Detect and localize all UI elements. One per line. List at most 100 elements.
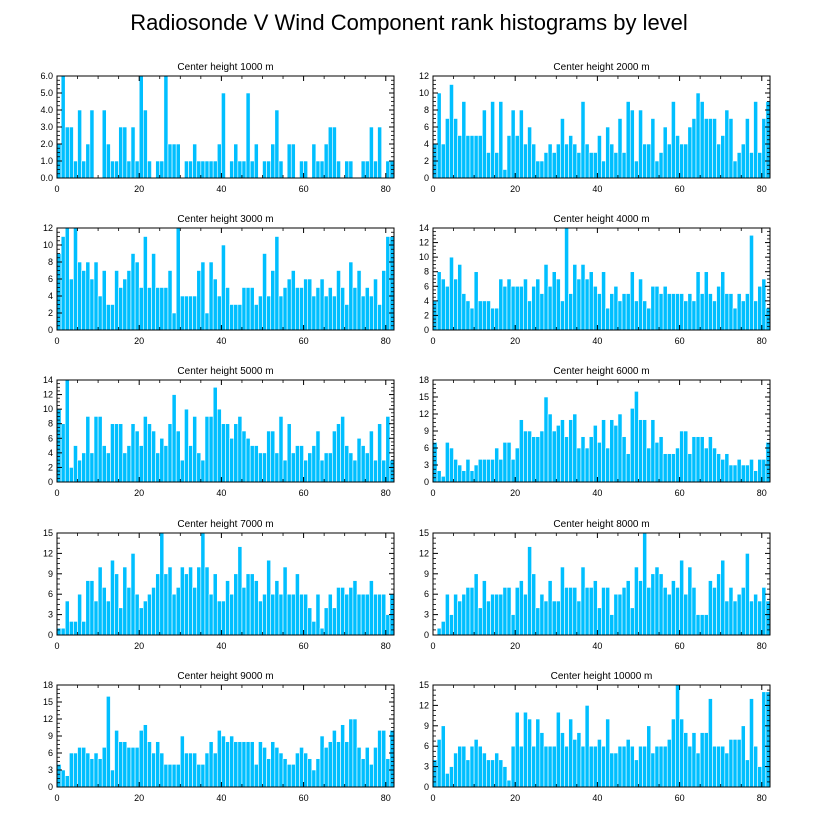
histogram-bar: [110, 559, 115, 636]
histogram-bar: [712, 447, 717, 483]
y-tick-label: 8: [48, 257, 53, 267]
histogram-bar: [130, 423, 136, 483]
histogram-bar: [253, 304, 259, 331]
histogram-bar: [163, 287, 169, 331]
histogram-bar: [237, 304, 243, 331]
histogram-bar: [605, 718, 611, 788]
histogram-bar: [216, 730, 222, 788]
histogram-bar: [568, 587, 574, 636]
histogram-bar: [249, 445, 255, 483]
histogram-bar: [221, 600, 226, 636]
histogram-bar: [64, 227, 70, 331]
histogram-bar: [720, 135, 726, 179]
histogram-bar: [699, 101, 705, 179]
histogram-bar: [732, 739, 738, 788]
histogram-bar: [482, 752, 487, 788]
histogram-bar: [253, 445, 259, 483]
histogram-bar: [303, 459, 308, 483]
histogram-bar: [270, 143, 276, 179]
histogram-bar: [352, 287, 358, 331]
histogram-bar: [81, 270, 87, 331]
histogram-bar: [73, 621, 78, 636]
histogram-bar: [77, 261, 82, 331]
histogram-bar: [143, 236, 148, 331]
histogram-bar: [695, 271, 701, 331]
histogram-bar: [106, 452, 111, 483]
histogram-bar: [332, 430, 337, 483]
histogram-bar: [708, 698, 713, 788]
histogram-bar: [642, 745, 648, 788]
histogram-bar: [576, 152, 582, 179]
histogram-bar: [486, 300, 491, 331]
chart-panel-1: Center height 1000 m 0.0 1.0 2.0 3.0 4.0 5.0 6.…: [40, 62, 395, 194]
histogram-bar: [212, 573, 218, 636]
histogram-bar: [539, 160, 545, 179]
histogram-bar: [551, 430, 557, 483]
histogram-bar: [303, 278, 308, 331]
histogram-bar: [568, 293, 574, 331]
histogram-bar: [303, 752, 308, 788]
histogram-bar: [613, 425, 619, 483]
histogram-bar: [625, 580, 631, 636]
chart-panel-10: Center height 10000 m 0 3 6 9 12 15 0 20 40 60 80: [419, 671, 771, 803]
histogram-bar: [642, 300, 648, 331]
y-tick-label: 4: [48, 448, 53, 458]
histogram-bar: [159, 532, 165, 636]
histogram-bar: [617, 413, 623, 483]
histogram-bar: [465, 759, 471, 788]
histogram-bar: [749, 459, 754, 483]
y-tick-label: 3: [424, 762, 429, 772]
histogram-bar: [229, 437, 235, 483]
x-tick-label: 20: [510, 184, 520, 194]
histogram-bar: [315, 160, 321, 179]
histogram-bar: [436, 92, 442, 179]
histogram-bar: [662, 285, 668, 331]
x-tick-label: 20: [134, 793, 144, 803]
histogram-bar: [155, 287, 161, 331]
histogram-bar: [60, 627, 66, 636]
y-tick-label: 15: [419, 528, 429, 538]
histogram-bar: [163, 764, 169, 788]
histogram-bar: [348, 718, 354, 788]
y-tick-label: 0: [424, 782, 429, 792]
histogram-bar: [270, 741, 276, 788]
histogram-bar: [592, 152, 598, 179]
histogram-bar: [245, 92, 251, 179]
histogram-bar: [364, 287, 370, 331]
histogram-bar: [344, 741, 350, 788]
histogram-bar: [64, 379, 70, 483]
histogram-bar: [658, 152, 664, 179]
histogram-bar: [270, 430, 276, 483]
histogram-bar: [295, 287, 300, 331]
histogram-bar: [531, 745, 537, 788]
histogram-bar: [662, 587, 668, 636]
histogram-bar: [469, 470, 475, 483]
y-tick-label: 15: [43, 697, 53, 707]
histogram-bar: [225, 580, 230, 636]
y-tick-label: 6.0: [40, 71, 53, 81]
histogram-bar: [708, 436, 713, 483]
histogram-bar: [171, 312, 177, 331]
panel-title: Center height 10000 m: [551, 671, 653, 682]
histogram-bar: [85, 143, 91, 179]
histogram-bar: [765, 691, 771, 788]
histogram-bar: [155, 741, 161, 788]
histogram-bar: [461, 745, 467, 788]
histogram-bar: [221, 92, 226, 179]
histogram-bar: [687, 126, 693, 179]
y-tick-label: 4: [424, 296, 429, 306]
histogram-bar: [356, 593, 362, 636]
histogram-bar: [453, 118, 458, 179]
histogram-bar: [494, 447, 500, 483]
histogram-bar: [683, 593, 689, 636]
histogram-bar: [605, 587, 611, 636]
histogram-bar: [724, 293, 730, 331]
histogram-bar: [650, 118, 656, 179]
histogram-bar: [654, 442, 660, 483]
histogram-bar: [457, 464, 463, 483]
histogram-bar: [77, 109, 82, 179]
histogram-bar: [597, 442, 602, 483]
histogram-bar: [568, 718, 574, 788]
histogram-bar: [56, 627, 62, 636]
histogram-bar: [282, 758, 288, 788]
